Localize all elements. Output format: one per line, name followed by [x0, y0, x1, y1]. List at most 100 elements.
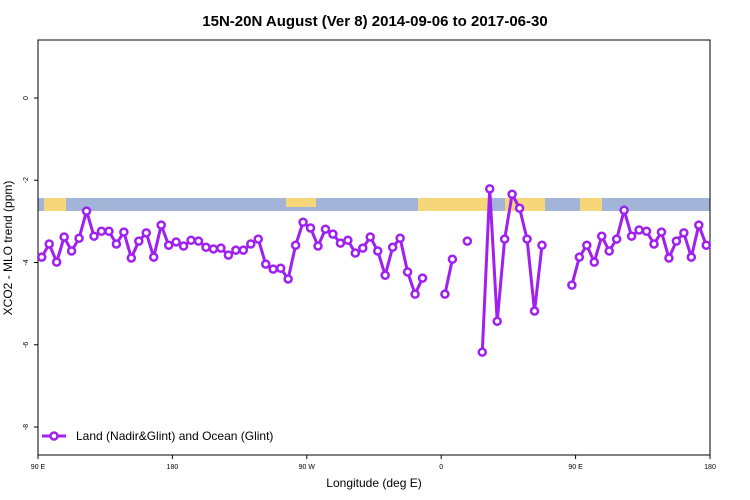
data-point: [126, 253, 137, 263]
data-point: [507, 189, 517, 199]
data-point: [36, 252, 47, 262]
data-point: [417, 273, 428, 283]
legend-label: Land (Nadir&Glint) and Ocean (Glint): [76, 429, 273, 443]
data-point: [260, 259, 271, 269]
data-point: [701, 240, 712, 250]
data-point: [44, 239, 54, 249]
data-point: [499, 234, 510, 244]
land-patch: [286, 198, 316, 207]
data-point: [484, 184, 495, 194]
data-point: [223, 250, 234, 260]
data-point: [440, 289, 450, 299]
data-point: [395, 233, 405, 243]
legend: Land (Nadir&Glint) and Ocean (Glint): [42, 429, 273, 443]
data-point: [186, 235, 196, 246]
data-point: [358, 243, 368, 253]
data-point: [335, 238, 346, 248]
data-point: [387, 242, 398, 253]
y-tick-label: 0: [23, 96, 30, 100]
data-point: [477, 347, 488, 357]
data-point: [298, 217, 308, 227]
data-point: [522, 234, 532, 244]
data-point: [328, 229, 338, 239]
x-tick-label: 90 E: [31, 464, 46, 471]
legend-marker: [49, 431, 59, 441]
data-point: [89, 231, 99, 241]
data-point: [350, 248, 361, 258]
data-point: [664, 253, 674, 263]
data-point: [104, 226, 114, 237]
data-point: [567, 280, 577, 290]
data-point: [596, 231, 607, 241]
data-point: [275, 263, 286, 274]
data-point: [447, 254, 458, 264]
data-point: [134, 236, 144, 246]
data-point: [141, 228, 152, 238]
data-point: [410, 289, 420, 299]
data-point: [178, 241, 189, 251]
data-point: [246, 239, 256, 249]
data-point: [216, 243, 226, 253]
data-point: [343, 235, 353, 246]
data-point: [671, 236, 682, 246]
data-point: [253, 234, 264, 244]
data-point: [268, 264, 278, 274]
data-point: [529, 306, 540, 316]
data-point: [51, 257, 62, 267]
data-point: [148, 252, 159, 262]
data-point: [59, 232, 69, 242]
data-point: [81, 206, 92, 216]
data-point: [156, 220, 166, 230]
data-point: [462, 236, 473, 246]
land-patch: [418, 198, 490, 211]
x-tick-label: 180: [167, 464, 179, 471]
y-tick-label: -2: [23, 177, 30, 183]
data-point: [96, 226, 107, 237]
data-point: [163, 240, 174, 250]
data-point: [641, 226, 652, 237]
data-point: [305, 223, 316, 233]
data-point: [686, 252, 697, 262]
data-point: [589, 257, 600, 267]
data-point: [626, 231, 637, 241]
data-point: [380, 270, 390, 281]
map-band: [38, 198, 710, 211]
data-point: [611, 234, 622, 244]
data-point: [238, 245, 249, 255]
x-axis-label: Longitude (deg E): [326, 476, 421, 490]
y-tick-label: -6: [23, 342, 30, 348]
data-point: [649, 239, 659, 249]
x-tick-label: 90 E: [568, 464, 583, 471]
data-point: [66, 246, 77, 256]
data-point: [402, 267, 413, 277]
data-point: [201, 242, 211, 253]
data-point: [514, 203, 525, 213]
data-point: [283, 274, 293, 284]
data-point: [372, 246, 383, 256]
x-tick-label: 0: [439, 464, 443, 471]
data-point: [119, 227, 129, 237]
x-tick-label: 90 W: [299, 464, 316, 471]
data-point: [193, 236, 204, 246]
data-point: [574, 252, 585, 262]
data-point: [365, 232, 376, 242]
data-point: [604, 246, 614, 256]
data-point: [313, 241, 323, 251]
ocean-band: [38, 198, 710, 211]
chart-title: 15N-20N August (Ver 8) 2014-09-06 to 201…: [202, 13, 547, 30]
data-point: [679, 228, 689, 238]
data-point: [74, 233, 84, 243]
y-tick-label: -4: [23, 259, 30, 265]
data-point: [694, 220, 704, 230]
y-tick-label: -8: [23, 424, 30, 430]
x-tick-label: 180: [704, 464, 716, 471]
y-axis-label: XCO2 - MLO trend (ppm): [1, 181, 15, 316]
data-point: [320, 224, 331, 234]
data-point: [537, 240, 547, 250]
data-point: [111, 239, 122, 249]
data-point: [492, 316, 502, 327]
data-point: [171, 237, 181, 247]
data-point: [634, 225, 644, 235]
data-point: [619, 205, 629, 216]
